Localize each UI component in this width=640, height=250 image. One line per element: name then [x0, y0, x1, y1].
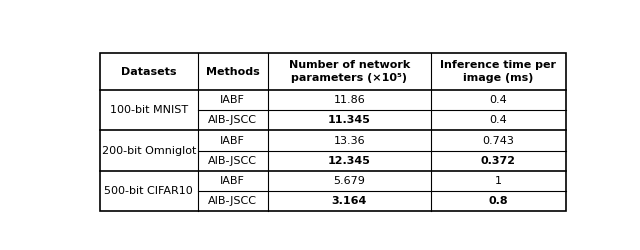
Text: 1: 1 — [495, 176, 502, 186]
Text: IABF: IABF — [220, 136, 245, 145]
Text: Inference time per
image (ms): Inference time per image (ms) — [440, 60, 556, 83]
Text: 12.345: 12.345 — [328, 156, 371, 166]
Bar — [100, 53, 566, 211]
Text: AIB-JSCC: AIB-JSCC — [208, 156, 257, 166]
Text: 200-bit Omniglot: 200-bit Omniglot — [102, 146, 196, 156]
Text: IABF: IABF — [220, 176, 245, 186]
Text: 0.4: 0.4 — [490, 95, 508, 105]
Text: 100-bit MNIST: 100-bit MNIST — [109, 105, 188, 115]
Text: Methods: Methods — [206, 67, 260, 77]
Text: IABF: IABF — [220, 95, 245, 105]
Text: 11.86: 11.86 — [333, 95, 365, 105]
Text: 0.4: 0.4 — [490, 116, 508, 126]
Text: Number of network
parameters (×10⁵): Number of network parameters (×10⁵) — [289, 60, 410, 83]
Text: AIB-JSCC: AIB-JSCC — [208, 196, 257, 206]
Text: AIB-JSCC: AIB-JSCC — [208, 116, 257, 126]
Text: 11.345: 11.345 — [328, 116, 371, 126]
Text: 0.743: 0.743 — [483, 136, 515, 145]
Text: 0.372: 0.372 — [481, 156, 516, 166]
Text: 0.8: 0.8 — [489, 196, 508, 206]
Text: 5.679: 5.679 — [333, 176, 365, 186]
Text: 3.164: 3.164 — [332, 196, 367, 206]
Text: 13.36: 13.36 — [333, 136, 365, 145]
Text: Datasets: Datasets — [121, 67, 177, 77]
Text: 500-bit CIFAR10: 500-bit CIFAR10 — [104, 186, 193, 196]
